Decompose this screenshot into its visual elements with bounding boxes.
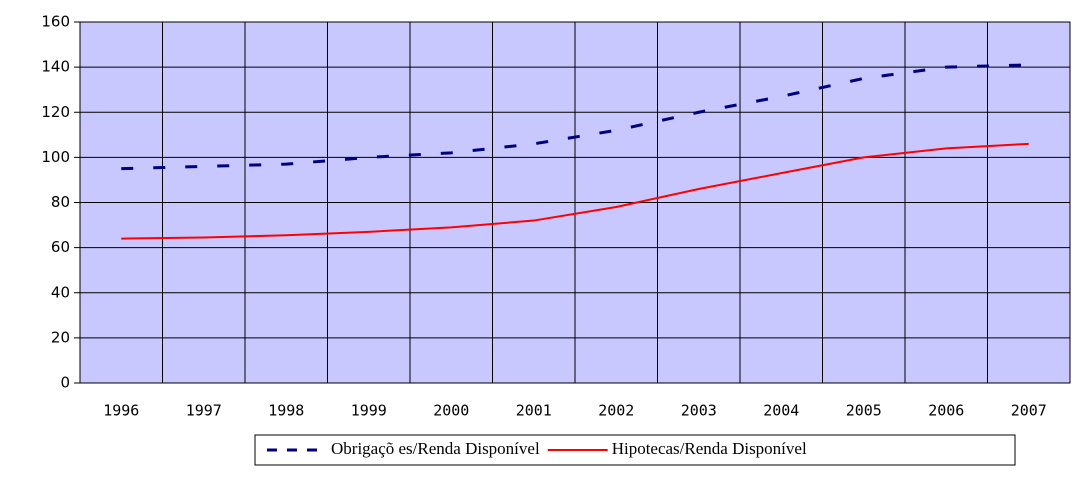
x-tick-label: 2002 xyxy=(598,402,634,420)
y-tick-label: 60 xyxy=(51,238,70,256)
x-tick-label: 1996 xyxy=(103,402,139,420)
x-tick-label: 1998 xyxy=(268,402,304,420)
x-tick-label: 2007 xyxy=(1011,402,1047,420)
series-line xyxy=(121,142,1029,240)
x-tick-label: 1997 xyxy=(186,402,222,420)
y-tick-label: 20 xyxy=(51,328,70,346)
x-tick-label: 2006 xyxy=(928,402,964,420)
legend-label: Hipotecas/Renda Disponível xyxy=(612,439,807,458)
y-tick-label: 0 xyxy=(60,374,70,392)
x-tick-label: 2001 xyxy=(516,402,552,420)
x-tick-label: 2000 xyxy=(433,402,469,420)
legend-box xyxy=(254,434,1016,466)
y-tick-label: 120 xyxy=(41,103,70,121)
y-tick-label: 100 xyxy=(41,148,70,166)
series-line xyxy=(121,63,1029,171)
y-tick-label: 80 xyxy=(51,193,70,211)
x-tick-label: 1999 xyxy=(351,402,387,420)
y-tick-label: 140 xyxy=(41,58,70,76)
legend-label: Obrigaçõ es/Renda Disponível xyxy=(331,439,540,458)
x-tick-label: 2004 xyxy=(763,402,799,420)
y-tick-label: 160 xyxy=(41,13,70,31)
y-tick-label: 40 xyxy=(51,283,70,301)
x-tick-label: 2005 xyxy=(846,402,882,420)
x-tick-label: 2003 xyxy=(681,402,717,420)
